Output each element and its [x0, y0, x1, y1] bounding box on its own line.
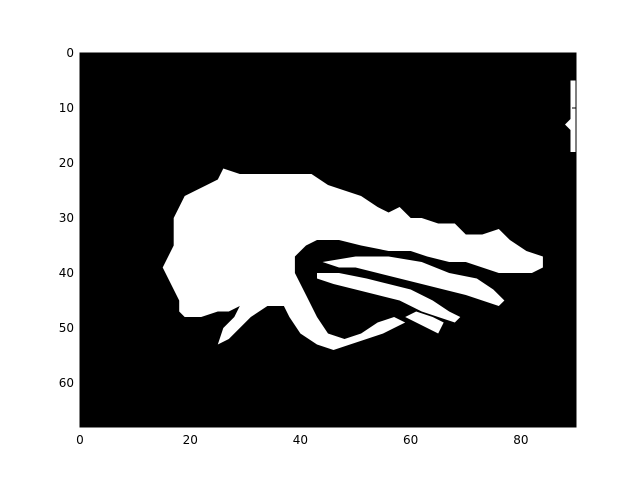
y-tick-label: 30	[59, 211, 74, 225]
x-axis: 0 20 40 60 80	[76, 53, 529, 447]
y-tick-label: 40	[59, 266, 74, 280]
mask-lower-stripe	[317, 273, 461, 323]
mask-main-body	[162, 168, 543, 350]
y-tick-label: 0	[66, 46, 74, 60]
y-axis: 0 10 20 30 40 50 60	[59, 46, 576, 390]
mask-edge-speck	[565, 80, 576, 152]
mask-eye-hole	[328, 295, 339, 306]
mask-upper-stripe	[322, 256, 505, 306]
y-tick-label: 60	[59, 376, 74, 390]
axes-frame	[79, 52, 577, 428]
mask-layer	[162, 80, 576, 350]
y-tick-label: 10	[59, 101, 74, 115]
y-tick-label: 20	[59, 156, 74, 170]
x-tick-label: 0	[76, 433, 84, 447]
x-tick-label: 80	[513, 433, 528, 447]
mask-tail-fragment	[405, 311, 444, 334]
plot-area	[79, 52, 577, 428]
y-tick-label: 50	[59, 321, 74, 335]
x-tick-label: 20	[183, 433, 198, 447]
x-tick-label: 40	[293, 433, 308, 447]
x-tick-label: 60	[403, 433, 418, 447]
